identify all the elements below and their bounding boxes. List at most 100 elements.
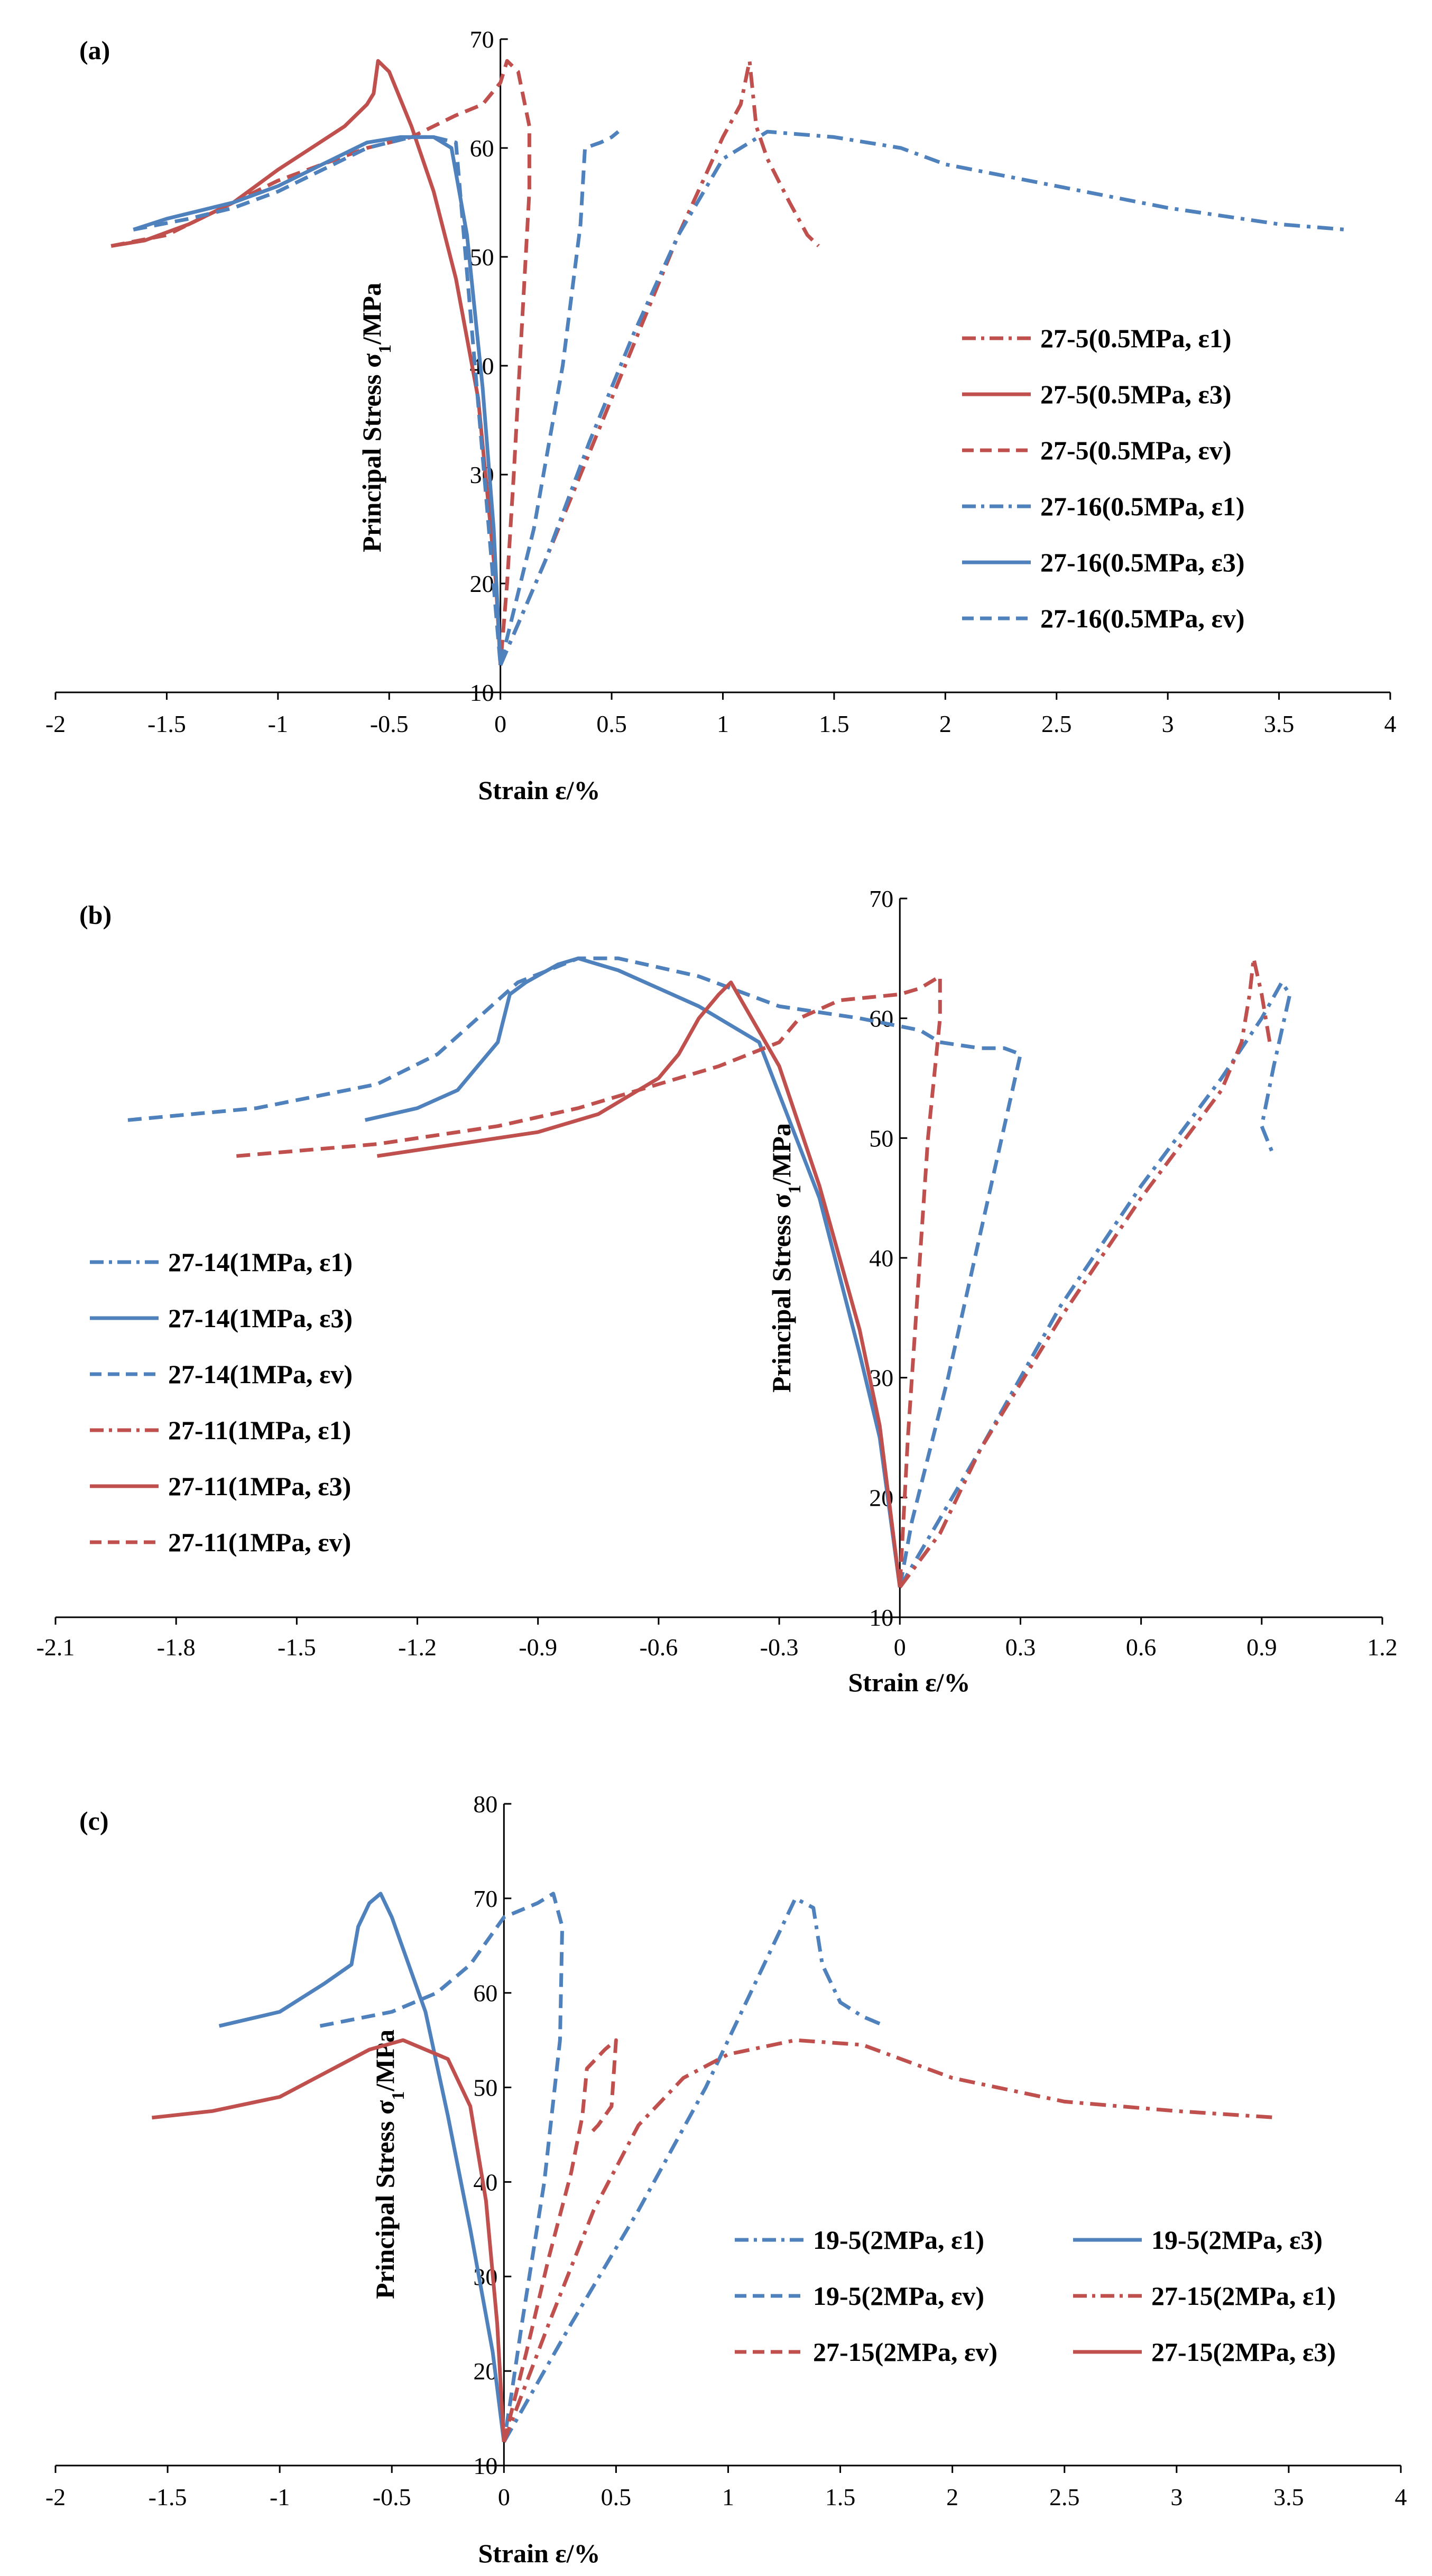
- x-tick-label: 4: [1384, 710, 1397, 737]
- panel-a: -2 -1.5 -1 -0.5 0 0.5 1 1.5 2 2.5 3 3.5 410203040506…: [45, 26, 1397, 805]
- legend: 27-14(1MPa, ε1) 27-14(1MPa, ε3) 27-14(1MPa…: [90, 1247, 353, 1557]
- series-line-27-11(1MPa, ε3): [376, 980, 902, 1588]
- y-tick-label: 70: [470, 26, 494, 53]
- panel-c: -2 -1.5 -1 -0.5 0 0.5 1 1.5 2 2.5 3 3.5 410203040506…: [45, 1791, 1407, 2568]
- x-tick-label: 2: [939, 710, 951, 737]
- y-axis-title-subscript: 1: [389, 2091, 408, 2100]
- y-axis-title-unit: /MPa: [766, 1123, 796, 1185]
- y-tick-label: 60: [473, 1980, 497, 2007]
- x-axis-title: Strain ε/%: [848, 1667, 970, 1697]
- x-tick-label: 1.2: [1367, 1634, 1398, 1661]
- legend-label: 27-15(2MPa, ε1): [1151, 2281, 1336, 2311]
- y-tick-label: 10: [470, 679, 494, 706]
- x-tick-label: -1.2: [398, 1634, 437, 1661]
- legend-label: 27-5(0.5MPa, ε1): [1040, 323, 1232, 353]
- x-tick-label: -1.5: [278, 1634, 316, 1661]
- y-axis-title-subscript: 1: [785, 1185, 805, 1194]
- x-tick-label: 1.5: [819, 710, 849, 737]
- legend: 27-5(0.5MPa, ε1) 27-5(0.5MPa, ε3) 27-5(0.5…: [962, 323, 1245, 633]
- y-axis-title: Principal Stress σ1/MPa: [370, 2030, 408, 2299]
- y-axis-title-main: Principal Stress σ: [766, 1194, 796, 1393]
- legend-label: 27-11(1MPa, ε3): [168, 1471, 351, 1501]
- legend-label: 27-11(1MPa, εv): [168, 1527, 351, 1557]
- x-tick-label: 2: [946, 2484, 958, 2510]
- x-tick-label: 1: [722, 2484, 734, 2510]
- y-axis-title-main: Principal Stress σ: [357, 354, 386, 552]
- panel-label: (c): [79, 1806, 109, 1836]
- y-tick-label: 70: [473, 1885, 497, 1912]
- y-tick-label: 40: [869, 1245, 893, 1272]
- y-tick-label: 70: [869, 885, 893, 912]
- series-line-27-5(0.5MPa, ε1): [498, 59, 820, 666]
- x-tick-label: -0.5: [373, 2484, 411, 2510]
- y-axis-title: Principal Stress σ1/MPa: [357, 283, 395, 552]
- x-tick-label: 4: [1395, 2484, 1407, 2510]
- x-tick-label: -2: [45, 2484, 66, 2510]
- legend-label: 27-5(0.5MPa, ε3): [1040, 379, 1232, 409]
- legend-label: 27-15(2MPa, εv): [813, 2337, 997, 2367]
- series-line-27-15(2MPa, εv): [502, 2038, 618, 2443]
- y-axis-title-unit: /MPa: [370, 2030, 400, 2092]
- series-line-27-5(0.5MPa, ε3): [110, 59, 503, 665]
- y-tick-label: 20: [470, 570, 494, 597]
- x-tick-label: 1.5: [825, 2484, 856, 2510]
- y-tick-label: 50: [473, 2074, 497, 2101]
- y-tick-label: 50: [470, 244, 494, 271]
- panel-b: -2.1 -1.8 -1.5 -1.2 -0.9 -0.6 -0.3 0 0.3 0.6 0.9 1.…: [36, 885, 1398, 1697]
- series-line-27-16(0.5MPa, ε1): [498, 129, 1346, 666]
- x-tick-label: 0.6: [1126, 1634, 1157, 1661]
- legend-label: 27-14(1MPa, εv): [168, 1359, 353, 1389]
- series-line-27-16(0.5MPa, εv): [133, 130, 620, 667]
- panel-label: (a): [79, 35, 110, 65]
- series-line-27-11(1MPa, ε1): [898, 956, 1272, 1589]
- legend-label: 19-5(2MPa, ε1): [813, 2225, 984, 2255]
- y-tick-label: 10: [869, 1604, 893, 1631]
- y-axis-title-unit: /MPa: [357, 283, 386, 345]
- series-line-27-5(0.5MPa, εv): [110, 59, 531, 665]
- x-axis-title: Strain ε/%: [478, 775, 600, 805]
- y-tick-label: 80: [473, 1791, 497, 1818]
- x-tick-label: 3: [1162, 710, 1174, 737]
- y-axis-title-main: Principal Stress σ: [370, 2100, 400, 2299]
- x-tick-label: -2: [45, 710, 66, 737]
- y-axis-title: Principal Stress σ1/MPa: [766, 1123, 805, 1393]
- legend-label: 27-16(0.5MPa, εv): [1040, 604, 1245, 633]
- legend-label: 27-15(2MPa, ε3): [1151, 2337, 1336, 2367]
- y-tick-label: 10: [473, 2452, 497, 2479]
- legend-label: 27-14(1MPa, ε3): [168, 1303, 353, 1333]
- y-tick-label: 60: [869, 1005, 893, 1032]
- x-tick-label: -1.5: [147, 710, 186, 737]
- x-tick-label: 0: [894, 1634, 906, 1661]
- panel-label: (b): [79, 900, 112, 930]
- series-line-19-5(2MPa, ε1): [502, 1896, 886, 2443]
- x-tick-label: 2.5: [1041, 710, 1072, 737]
- x-tick-label: -1: [270, 2484, 290, 2510]
- x-tick-label: 2.5: [1049, 2484, 1080, 2510]
- series-line-19-5(2MPa, ε3): [218, 1892, 506, 2442]
- x-tick-label: -1: [268, 710, 288, 737]
- legend-label: 27-5(0.5MPa, εv): [1040, 435, 1232, 465]
- x-tick-label: -0.5: [370, 710, 409, 737]
- y-tick-label: 60: [470, 135, 494, 162]
- x-tick-label: 0: [494, 710, 506, 737]
- series-line-27-14(1MPa, εv): [127, 956, 1022, 1588]
- series-line-27-11(1MPa, εv): [236, 974, 942, 1588]
- legend-label: 27-16(0.5MPa, ε3): [1040, 548, 1245, 577]
- x-tick-label: -0.6: [639, 1634, 678, 1661]
- legend-label: 27-16(0.5MPa, ε1): [1040, 492, 1245, 521]
- x-tick-label: 3.5: [1273, 2484, 1304, 2510]
- y-axis-title-subscript: 1: [375, 345, 395, 354]
- x-tick-label: -1.8: [157, 1634, 196, 1661]
- legend-label: 27-14(1MPa, ε1): [168, 1247, 353, 1277]
- x-tick-label: 0.5: [601, 2484, 632, 2510]
- x-tick-label: 0: [498, 2484, 510, 2510]
- series-line-27-14(1MPa, ε1): [898, 980, 1292, 1589]
- legend-label: 27-11(1MPa, ε1): [168, 1415, 351, 1445]
- x-tick-label: -0.3: [760, 1634, 799, 1661]
- x-tick-label: 3.5: [1264, 710, 1295, 737]
- y-tick-label: 50: [869, 1125, 893, 1152]
- series-line-27-15(2MPa, ε1): [502, 2038, 1278, 2443]
- legend-label: 19-5(2MPa, ε3): [1151, 2225, 1323, 2255]
- x-tick-label: -1.5: [149, 2484, 187, 2510]
